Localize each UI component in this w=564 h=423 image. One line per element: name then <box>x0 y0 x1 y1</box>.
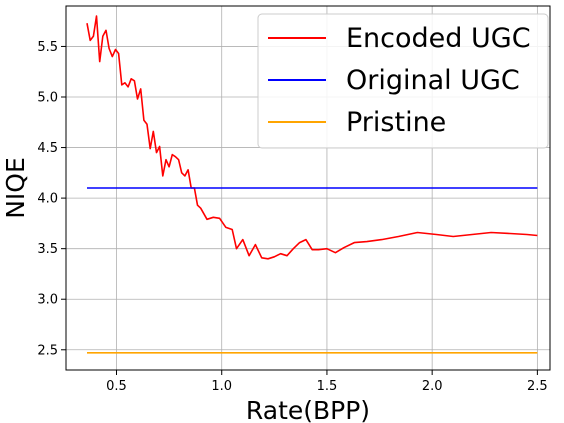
x-tick-label: 1.0 <box>211 379 232 394</box>
y-tick-label: 4.0 <box>37 192 58 207</box>
legend-label: Original UGC <box>346 65 520 96</box>
legend: Encoded UGC Original UGC Pristine <box>257 13 549 149</box>
x-tick-label: 2.5 <box>527 379 548 394</box>
y-tick-label: 3.0 <box>37 293 58 308</box>
y-tick-label: 5.5 <box>37 40 58 55</box>
y-tick-label: 2.5 <box>37 343 58 358</box>
x-tick-label: 0.5 <box>106 379 127 394</box>
axis-ticks: 0.5 1.0 1.5 2.0 2.5 2.5 3.0 3.5 4.0 4.5 5.0 5.5 <box>37 40 547 394</box>
y-axis-label: NIQE <box>1 157 30 219</box>
legend-box <box>257 13 549 149</box>
x-tick-label: 1.5 <box>317 379 338 394</box>
series-line-encoded-ugc <box>86 15 538 260</box>
legend-label: Encoded UGC <box>346 23 531 54</box>
y-tick-label: 3.5 <box>37 242 58 257</box>
x-tick-label: 2.0 <box>422 379 443 394</box>
x-axis-label: Rate(BPP) <box>246 396 370 423</box>
legend-label: Pristine <box>346 107 446 138</box>
plot-frame <box>65 5 551 371</box>
y-tick-label: 5.0 <box>37 91 58 106</box>
series-lines <box>86 15 538 354</box>
y-tick-label: 4.5 <box>37 141 58 156</box>
